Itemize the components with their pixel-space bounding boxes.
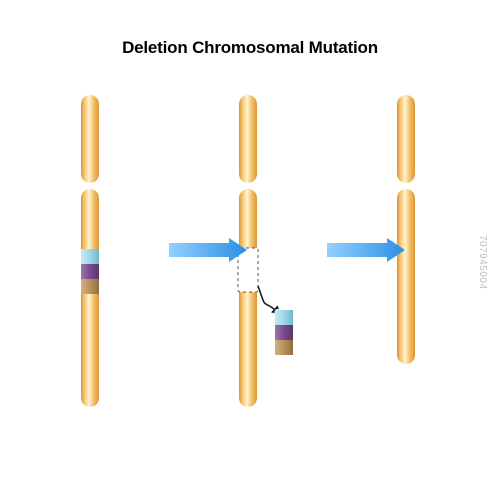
diagram-stage <box>0 85 500 465</box>
diagram-title: Deletion Chromosomal Mutation <box>0 38 500 58</box>
diagram-svg <box>0 85 500 465</box>
watermark-id: 707945004 <box>477 235 488 290</box>
